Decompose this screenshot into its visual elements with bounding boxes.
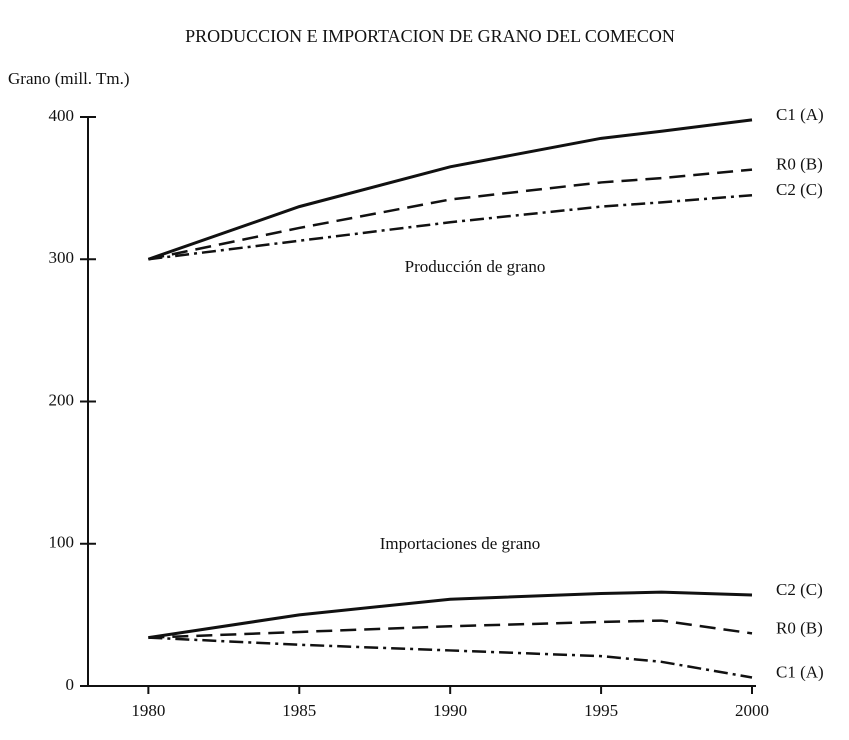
y-tick-label: 100 [49,533,75,552]
x-tick-label: 1990 [433,701,467,720]
y-tick-label: 200 [49,390,75,409]
y-axis-label: Grano (mill. Tm.) [8,69,130,88]
series-label: R0 (B) [776,618,823,637]
x-tick-label: 1995 [584,701,618,720]
y-tick-label: 0 [66,675,75,694]
annotation: Producción de grano [405,257,546,276]
series-label: R0 (B) [776,155,823,174]
series-label: C2 (C) [776,580,823,599]
x-tick-label: 2000 [735,701,769,720]
series-label: C1 (A) [776,105,824,124]
series-line [148,193,753,261]
series-line [148,619,753,639]
series-line [148,636,753,679]
series-label: C2 (C) [776,180,823,199]
x-tick-label: 1980 [131,701,165,720]
x-tick-label: 1985 [282,701,316,720]
series-line [148,168,753,261]
y-tick-label: 400 [49,106,75,125]
chart-title: PRODUCCION E IMPORTACION DE GRANO DEL CO… [185,26,675,46]
y-tick-label: 300 [49,248,75,267]
annotation: Importaciones de grano [380,534,541,553]
series-line [147,118,753,261]
series-label: C1 (A) [776,662,824,681]
series-line [148,590,753,640]
